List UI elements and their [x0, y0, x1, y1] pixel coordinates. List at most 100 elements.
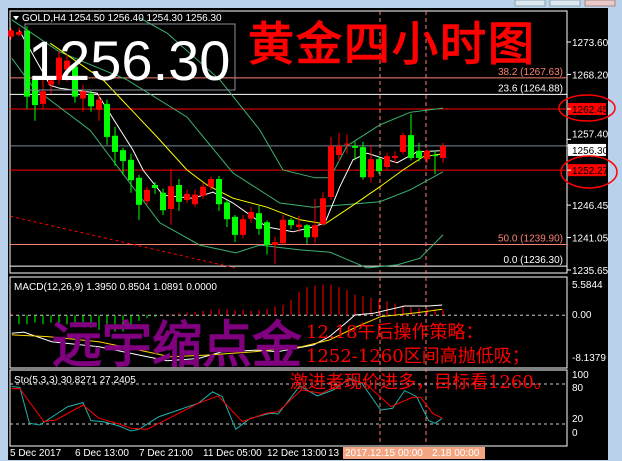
- candle-body: [8, 30, 14, 37]
- stochastic-k-line: [11, 378, 443, 432]
- price-tick-label: 1256.30: [572, 146, 609, 157]
- candle-body: [280, 219, 286, 244]
- band-lower-line: [11, 57, 444, 269]
- candle-body: [296, 224, 302, 228]
- candle-body: [424, 150, 430, 160]
- price-tag: [568, 102, 606, 115]
- candle-body: [328, 145, 334, 198]
- candle-body: [320, 198, 326, 225]
- time-tick-label: 5 Dec 2017: [10, 448, 62, 459]
- candle-body: [136, 177, 142, 205]
- collapse-triangle-icon[interactable]: [13, 16, 19, 20]
- candle-body: [256, 213, 262, 229]
- trendline: [10, 215, 236, 269]
- candle-body: [144, 189, 150, 202]
- price-tag: [568, 143, 606, 156]
- macd-title: MACD(12,26,9) 1.3950 0.8504 1.0891 0.000…: [14, 282, 217, 293]
- fib-level-label: 38.2 (1267.63): [498, 67, 563, 78]
- candle-body: [208, 178, 214, 187]
- band-middle-line: [11, 19, 444, 208]
- price-tick-label: 1246.45: [572, 201, 609, 212]
- crosshair-time-label: 2017.12.15 00:00: [345, 448, 423, 459]
- candle-body: [288, 219, 294, 226]
- watermark: 远宇缩点金: [52, 315, 303, 374]
- candle-body: [96, 99, 102, 110]
- candle-body: [72, 66, 78, 97]
- price-tick-label: 1262.45: [572, 105, 609, 116]
- fib-level-label: 0.0 (1236.30): [504, 255, 564, 266]
- macd-tick-label: 0.00: [572, 310, 592, 321]
- candle-body: [184, 194, 190, 201]
- crosshair-time-label: 2.18 00:00: [432, 448, 480, 459]
- candle-body: [384, 156, 390, 167]
- candle-body: [112, 135, 118, 152]
- candle-body: [104, 103, 110, 137]
- stochastic-title: Sto(5,3,3) 30.8271 27.2405: [14, 375, 136, 386]
- candle-body: [360, 147, 366, 178]
- stochastic-plot: [10, 378, 567, 432]
- candle-body: [392, 156, 398, 158]
- stochastic-panel: [9, 369, 568, 447]
- ma-slow-line: [49, 42, 444, 225]
- close-button[interactable]: [584, 0, 616, 7]
- candle-body: [32, 79, 38, 106]
- candle-body: [120, 150, 126, 161]
- candle-body: [400, 135, 406, 152]
- candle-body: [176, 184, 182, 202]
- symbol-info: GOLD,H4 1254.50 1256.40 1254.30 1256.30: [22, 13, 222, 24]
- highlight-circle: [560, 155, 618, 189]
- price-tick-label: 1235.65: [572, 266, 609, 277]
- candle-body: [336, 145, 342, 155]
- time-tick-label: 13: [328, 448, 340, 459]
- candle-body: [16, 31, 22, 35]
- time-tick-label: 6 Dec 13:00: [75, 448, 129, 459]
- candle-body: [128, 159, 134, 181]
- overlay-title: 黄金四小时图: [248, 17, 536, 71]
- candle-body: [152, 184, 158, 188]
- candle-body: [248, 212, 254, 219]
- price-tick-label: 1241.05: [572, 234, 609, 245]
- candle-body: [440, 145, 446, 158]
- candle-body: [56, 57, 62, 80]
- macd-yellow-line: [11, 308, 443, 358]
- strategy-line-3: 激进者现价进多，目标看1260。: [290, 372, 552, 393]
- candle-body: [408, 135, 414, 158]
- fib-level-label: 23.6 (1264.88): [498, 83, 563, 94]
- time-tick-label: 7 Dec 21:00: [139, 448, 193, 459]
- candle-body: [192, 194, 198, 205]
- time-tick-label: 11 Dec 05:00: [203, 448, 262, 459]
- candle-body: [64, 60, 70, 70]
- big-price-box: [24, 23, 236, 91]
- main-panel: [9, 10, 568, 274]
- axes: 1273.60 1268.20 1262.45 1257.40 1256.30 1252.…: [10, 38, 609, 459]
- fib-level-label: 50.0 (1239.90): [498, 233, 563, 244]
- price-tick-label: 1252.27: [572, 166, 609, 177]
- candle-body: [232, 216, 238, 235]
- candle-body: [48, 80, 54, 85]
- macd-tick-label: -8.1379: [572, 353, 606, 364]
- candle-body: [304, 225, 310, 238]
- crosshair-time-tag: [343, 447, 485, 459]
- minimize-button[interactable]: [514, 0, 546, 7]
- stochastic-tick-label: 0: [572, 428, 578, 439]
- price-tick-label: 1268.20: [572, 70, 609, 81]
- price-tick-label: 1273.60: [572, 38, 609, 49]
- candle-body: [200, 186, 206, 196]
- candle-body: [352, 145, 358, 148]
- time-tick-label: 12 Dec 13:00: [267, 448, 327, 459]
- macd-tick-label: 5.5844: [572, 280, 603, 291]
- candle-body: [312, 225, 318, 238]
- maximize-button[interactable]: [549, 0, 581, 7]
- candle-body: [264, 222, 270, 246]
- candle-body: [416, 150, 422, 158]
- candle-body: [240, 219, 246, 235]
- strategy-line-2: 1252-1260区间高抛低吸；: [306, 346, 530, 367]
- highlight-circle: [558, 94, 616, 122]
- candle-body: [224, 202, 230, 220]
- candle-body: [168, 186, 174, 210]
- main-plot: 38.2 (1267.63) 23.6 (1264.88) 50.0 (1239.9…: [8, 11, 567, 446]
- price-tick-label: 1257.40: [572, 129, 609, 140]
- stochastic-tick-label: 80: [572, 383, 584, 394]
- candle-body: [432, 154, 438, 157]
